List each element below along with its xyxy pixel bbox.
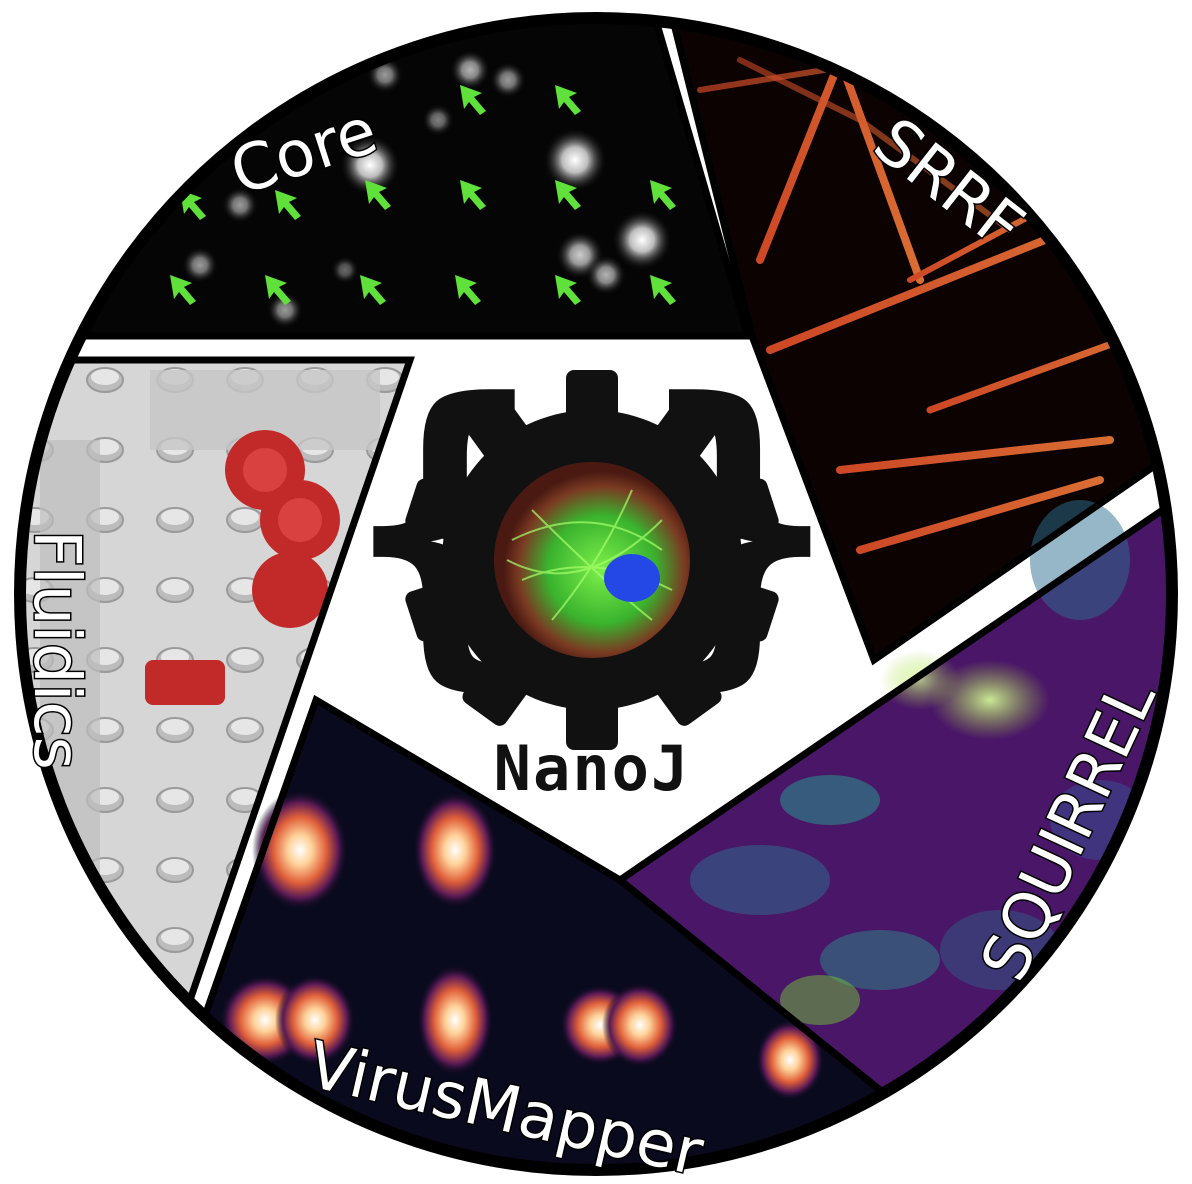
virus-spots — [220, 790, 824, 1100]
outer-ring — [14, 12, 1178, 1176]
arrow-icon — [170, 275, 196, 305]
arrow-icon — [455, 275, 481, 305]
core-arrows — [170, 85, 676, 305]
arrow-icon — [460, 85, 486, 115]
arrow-icon — [460, 180, 486, 210]
arrow-icon — [360, 275, 386, 305]
core-spots — [182, 50, 672, 328]
brand-title: NanoJ — [494, 732, 691, 805]
arrow-icon — [650, 180, 676, 210]
arrow-icon — [180, 190, 206, 220]
arrow-icon — [555, 275, 581, 305]
arrow-icon — [265, 275, 291, 305]
arrow-icon — [650, 275, 676, 305]
label-fluidics: Fluidics — [19, 530, 93, 770]
squirrel-texture — [690, 500, 1150, 1025]
cell-image — [506, 489, 673, 621]
arrow-icon — [365, 180, 391, 210]
arrow-icon — [555, 180, 581, 210]
arrow-icon — [555, 85, 581, 115]
virusmapper-segment[interactable] — [200, 700, 880, 1184]
nanoj-emblem: { } NanoJ — [345, 334, 839, 805]
arrow-icon — [275, 190, 301, 220]
gear-icon — [405, 370, 779, 750]
